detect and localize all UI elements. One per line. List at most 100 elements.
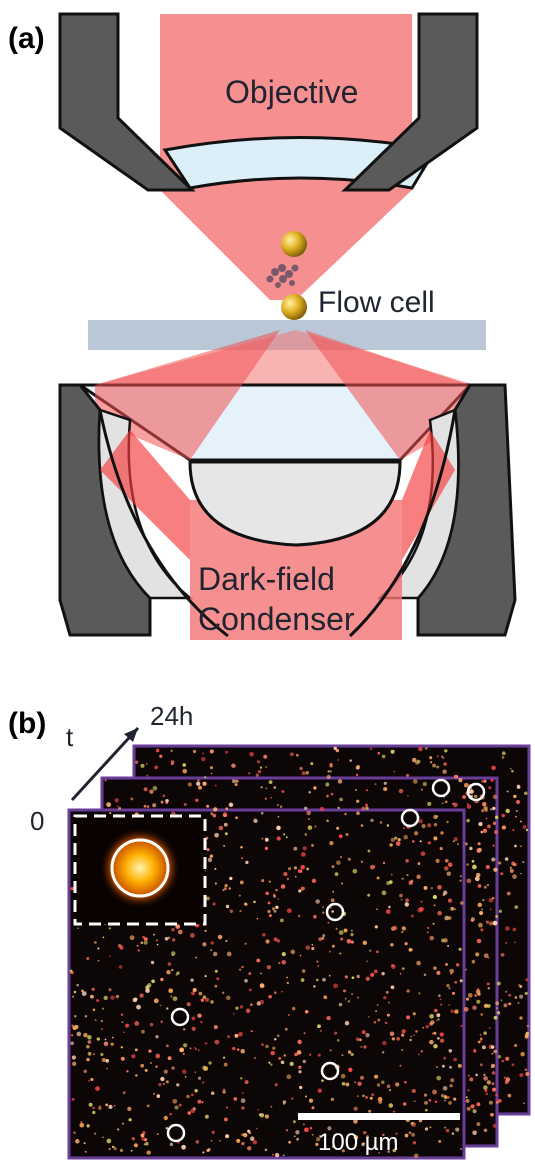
particle-dot	[404, 902, 410, 907]
particle-dot	[357, 1081, 362, 1086]
particle-dot	[392, 925, 398, 931]
particle-dot	[390, 749, 395, 754]
particle-dot	[241, 1106, 245, 1110]
particle-dot	[488, 786, 492, 790]
particle-dot	[430, 761, 433, 764]
particle-dot	[492, 1123, 497, 1128]
particle-dot	[244, 978, 248, 983]
particle-dot	[501, 813, 506, 818]
particle-dot	[315, 1137, 321, 1142]
particle-dot	[360, 1045, 363, 1048]
particle-dot	[286, 976, 288, 979]
particle-dot	[92, 1008, 96, 1012]
particle-dot	[295, 1130, 300, 1135]
particle-dot	[406, 874, 409, 877]
particle-dot	[339, 797, 343, 802]
particle-dot	[337, 806, 340, 810]
particle-dot	[427, 823, 432, 828]
particle-dot	[436, 1075, 442, 1081]
condenser-label-line1: Dark-field	[198, 561, 335, 597]
particle-dot	[245, 860, 249, 865]
particle-dot	[376, 950, 379, 954]
particle-dot	[143, 937, 148, 942]
particle-dot	[410, 1121, 414, 1125]
particle-dot	[95, 1086, 100, 1091]
particle-dot	[195, 1140, 200, 1144]
particle-dot	[356, 974, 360, 979]
particle-dot	[480, 928, 484, 932]
particle-dot	[160, 1076, 165, 1082]
particle-dot	[166, 1044, 169, 1048]
condenser-inner-lens	[188, 460, 402, 547]
particle-dot	[442, 893, 446, 896]
particle-dot	[84, 1150, 87, 1153]
particle-dot	[96, 1037, 100, 1041]
particle-dot	[71, 1055, 77, 1060]
particle-dot	[143, 787, 148, 792]
particle-dot	[192, 987, 197, 993]
particle-dot	[110, 995, 115, 1000]
particle-dot	[213, 807, 218, 812]
particle-dot	[422, 1026, 425, 1029]
particle-dot	[452, 991, 455, 995]
particle-dot	[520, 845, 522, 848]
particle-dot	[72, 1025, 77, 1031]
particle-dot	[194, 1047, 196, 1049]
particle-dot	[381, 754, 386, 759]
particle-dot	[486, 1004, 491, 1008]
particle-dot	[490, 778, 494, 782]
particle-dot	[472, 1109, 477, 1114]
particle-dot	[336, 860, 341, 865]
particle-dot	[375, 1010, 378, 1013]
particle-dot	[152, 803, 157, 808]
particle-dot	[439, 998, 442, 1001]
particle-dot	[240, 1077, 243, 1080]
particle-dot	[208, 1061, 212, 1065]
particle-dot	[232, 1046, 236, 1051]
inset-highlight-circle	[110, 838, 170, 898]
particle-dot	[225, 904, 230, 909]
particle-dot	[453, 774, 458, 779]
particle-dot	[97, 947, 100, 950]
particle-dot	[377, 1018, 381, 1022]
particle-dot	[190, 1108, 196, 1114]
particle-dot	[363, 1045, 367, 1049]
particle-dot	[385, 909, 391, 914]
particle-dot	[397, 837, 401, 842]
particle-dot	[410, 1035, 413, 1038]
particle-dot	[270, 796, 272, 799]
particle-dot	[265, 939, 270, 944]
particle-dot	[489, 908, 492, 911]
particle-dot	[442, 757, 445, 759]
particle-dot	[473, 1049, 477, 1053]
particle-dot	[140, 1133, 145, 1138]
particle-dot	[281, 952, 286, 957]
particle-dot	[194, 1071, 197, 1074]
particle-dot	[466, 818, 470, 823]
particle-dot	[257, 1108, 260, 1111]
particle-dot	[483, 1073, 486, 1076]
particle-dot	[156, 1094, 161, 1098]
particle-dot	[491, 1052, 494, 1055]
particle-dot	[214, 832, 219, 838]
particle-dot	[456, 843, 459, 846]
particle-dot	[412, 779, 418, 784]
particle-dot	[120, 1056, 125, 1061]
particle-dot	[264, 837, 269, 842]
particle-dot	[168, 988, 174, 994]
particle-dot	[181, 1144, 186, 1150]
particle-dot	[80, 1121, 83, 1123]
particle-dot	[103, 995, 108, 1001]
particle-dot	[388, 1001, 390, 1004]
particle-dot	[162, 1082, 165, 1086]
particle-dot	[186, 1094, 190, 1099]
particle-dot	[476, 1102, 481, 1107]
particle-dot	[206, 804, 210, 808]
particle-dot	[365, 1096, 368, 1099]
particle-dot	[226, 995, 231, 1001]
particle-dot	[338, 1002, 343, 1007]
particle-dot	[136, 944, 139, 947]
particle-dot	[250, 1003, 253, 1006]
particle-dot	[514, 996, 518, 999]
particle-dot	[72, 995, 75, 998]
